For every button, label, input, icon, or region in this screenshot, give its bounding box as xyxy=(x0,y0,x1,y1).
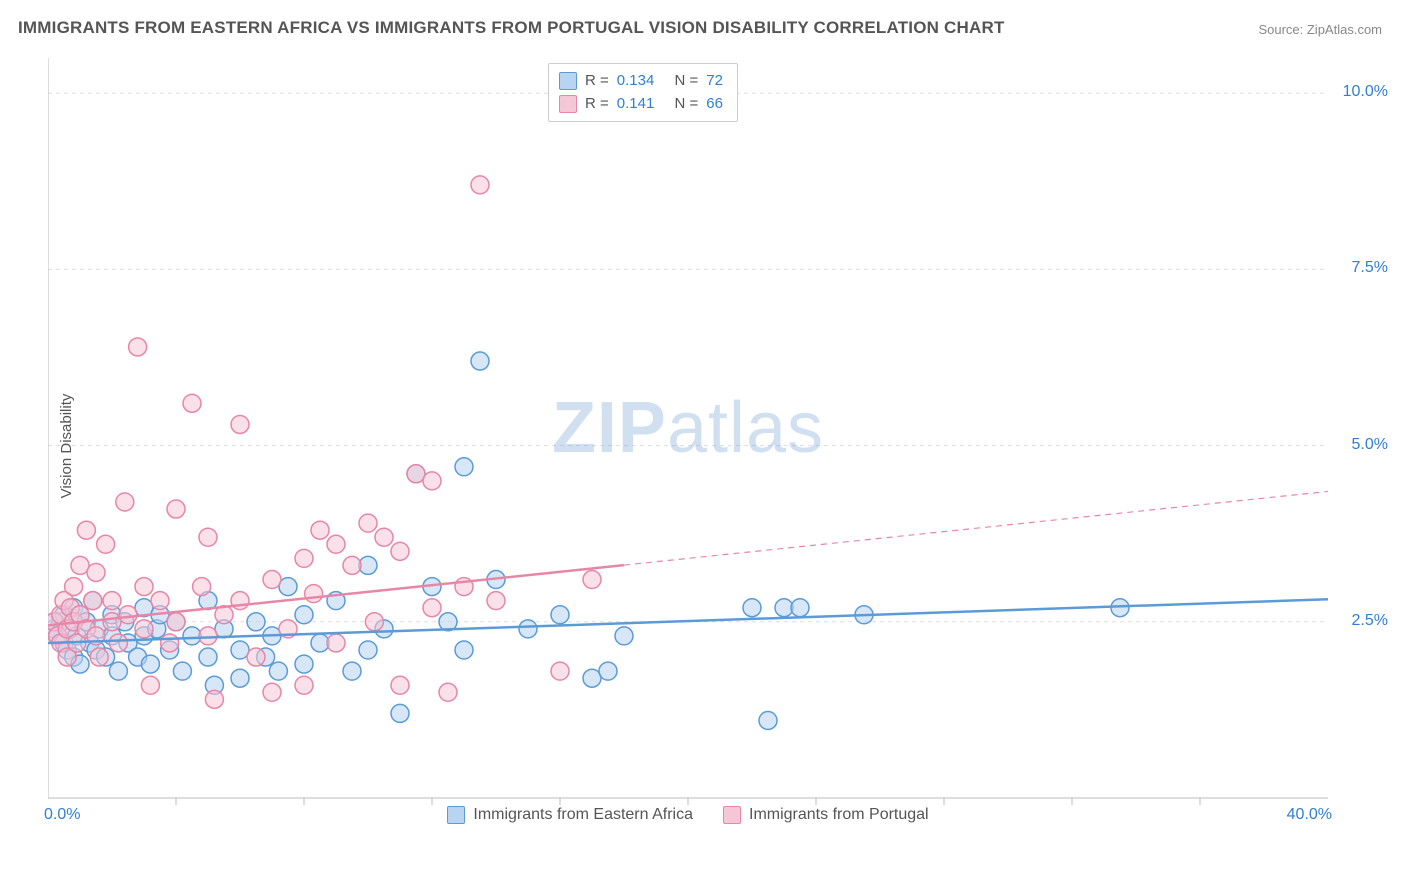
scatter-chart xyxy=(48,58,1328,828)
n-label: N = xyxy=(674,70,698,93)
y-tick-label: 7.5% xyxy=(1332,259,1388,277)
swatch-icon xyxy=(559,95,577,113)
chart-area: ZIPatlas R = 0.134 N = 72 R = 0.141 N = … xyxy=(48,58,1328,828)
swatch-icon xyxy=(559,72,577,90)
n-value: 66 xyxy=(706,93,723,116)
x-axis-max-label: 40.0% xyxy=(1287,806,1332,824)
y-tick-label: 5.0% xyxy=(1332,436,1388,454)
legend-series: Immigrants from Eastern Africa Immigrant… xyxy=(48,806,1328,824)
series-label: Immigrants from Eastern Africa xyxy=(473,806,693,824)
n-value: 72 xyxy=(706,70,723,93)
source-attribution: Source: ZipAtlas.com xyxy=(1258,22,1382,37)
legend-item-portugal: Immigrants from Portugal xyxy=(723,806,929,824)
r-value: 0.134 xyxy=(617,70,655,93)
legend-correlation: R = 0.134 N = 72 R = 0.141 N = 66 xyxy=(548,63,738,122)
r-label: R = xyxy=(585,70,609,93)
y-tick-label: 2.5% xyxy=(1332,612,1388,630)
series-label: Immigrants from Portugal xyxy=(749,806,929,824)
chart-title: IMMIGRANTS FROM EASTERN AFRICA VS IMMIGR… xyxy=(18,18,1005,38)
r-value: 0.141 xyxy=(617,93,655,116)
legend-row-eastern-africa: R = 0.134 N = 72 xyxy=(559,70,723,93)
n-label: N = xyxy=(674,93,698,116)
r-label: R = xyxy=(585,93,609,116)
y-tick-label: 10.0% xyxy=(1332,83,1388,101)
x-axis-min-label: 0.0% xyxy=(44,806,80,824)
legend-item-eastern-africa: Immigrants from Eastern Africa xyxy=(447,806,693,824)
legend-row-portugal: R = 0.141 N = 66 xyxy=(559,93,723,116)
swatch-icon xyxy=(723,806,741,824)
swatch-icon xyxy=(447,806,465,824)
